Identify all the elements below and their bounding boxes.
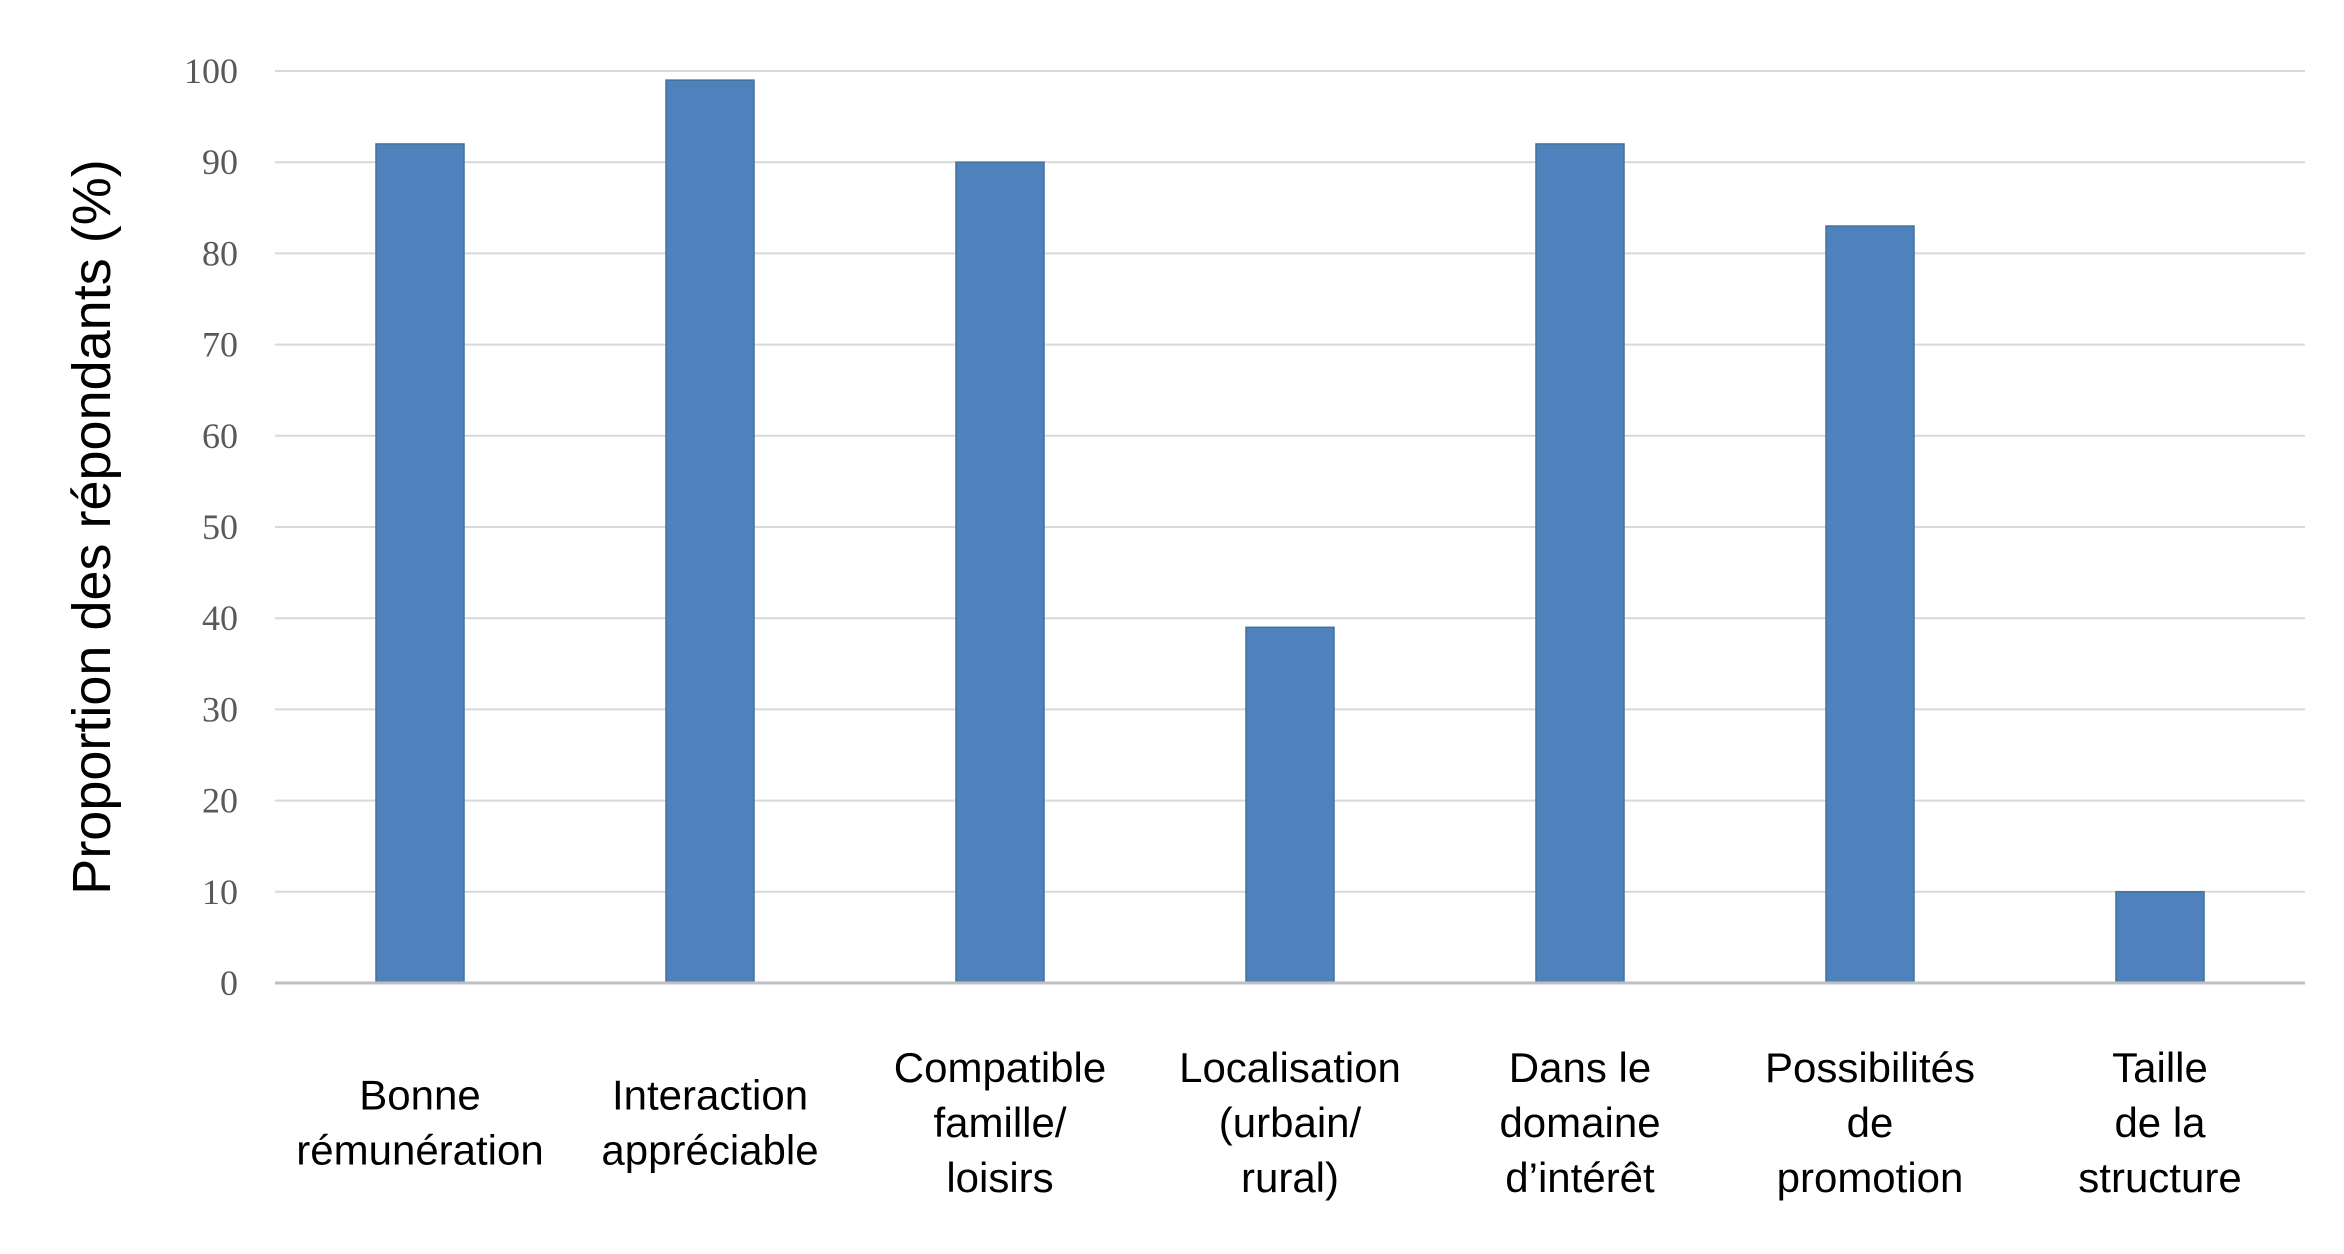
x-category-label-line: domaine: [1499, 1099, 1660, 1146]
y-tick-label: 80: [202, 233, 238, 273]
x-category-label-line: Interaction: [612, 1072, 808, 1119]
x-category-label-line: Bonne: [359, 1072, 480, 1119]
x-category-label: Compatible famille/loisirs: [894, 1044, 1106, 1201]
bar: [1245, 626, 1335, 984]
y-tick-label: 0: [220, 963, 238, 1003]
y-tick-label: 90: [202, 142, 238, 182]
y-tick-label: 30: [202, 689, 238, 729]
x-category-label-line: rural): [1241, 1154, 1339, 1201]
bar: [2115, 891, 2205, 984]
x-category-label-line: de: [1847, 1099, 1894, 1146]
x-category-label-line: promotion: [1777, 1154, 1964, 1201]
x-axis-category-labels: Bonne rémunération Interaction appréciable C…: [296, 1044, 2241, 1201]
x-category-label-line: Dans le: [1509, 1044, 1651, 1091]
x-category-label: Dans le domaine d’intérêt: [1499, 1044, 1660, 1201]
bar: [1825, 225, 1915, 984]
x-category-label-line: famille/: [933, 1099, 1066, 1146]
x-category-label-line: Taille: [2112, 1044, 2208, 1091]
x-category-label-line: structure: [2078, 1154, 2241, 1201]
y-tick-label: 100: [184, 51, 238, 91]
gridlines: [275, 70, 2305, 893]
x-category-label: Interaction appréciable: [601, 1072, 818, 1174]
bar: [955, 161, 1045, 984]
x-category-label: Possibilités de promotion: [1765, 1044, 1975, 1201]
bar: [375, 143, 465, 984]
x-category-label-line: appréciable: [601, 1127, 818, 1174]
x-category-label-line: (urbain/: [1219, 1099, 1362, 1146]
x-category-label-line: Localisation: [1179, 1044, 1401, 1091]
x-category-label-line: d’intérêt: [1505, 1154, 1655, 1201]
y-tick-label: 50: [202, 507, 238, 547]
x-category-label-line: loisirs: [946, 1154, 1053, 1201]
x-category-label-line: Compatible: [894, 1044, 1106, 1091]
x-category-label: Bonne rémunération: [296, 1072, 543, 1174]
y-tick-label: 10: [202, 872, 238, 912]
bar: [665, 79, 755, 984]
y-tick-label: 70: [202, 325, 238, 365]
y-axis-ticks: 0 10 20 30 40 50 60 70 80 90 100: [184, 51, 238, 1003]
x-category-label: Taille de la structure: [2078, 1044, 2241, 1201]
y-tick-label: 60: [202, 416, 238, 456]
y-axis-title: Proportion des répondants (%): [62, 159, 122, 894]
x-category-label: Localisation (urbain/rural): [1179, 1044, 1401, 1201]
y-tick-label: 40: [202, 598, 238, 638]
x-category-label-line: de la: [2114, 1099, 2206, 1146]
x-category-label-line: rémunération: [296, 1127, 543, 1174]
x-category-label-line: Possibilités: [1765, 1044, 1975, 1091]
y-tick-label: 20: [202, 781, 238, 821]
bars: [375, 79, 2205, 984]
bar: [1535, 143, 1625, 984]
